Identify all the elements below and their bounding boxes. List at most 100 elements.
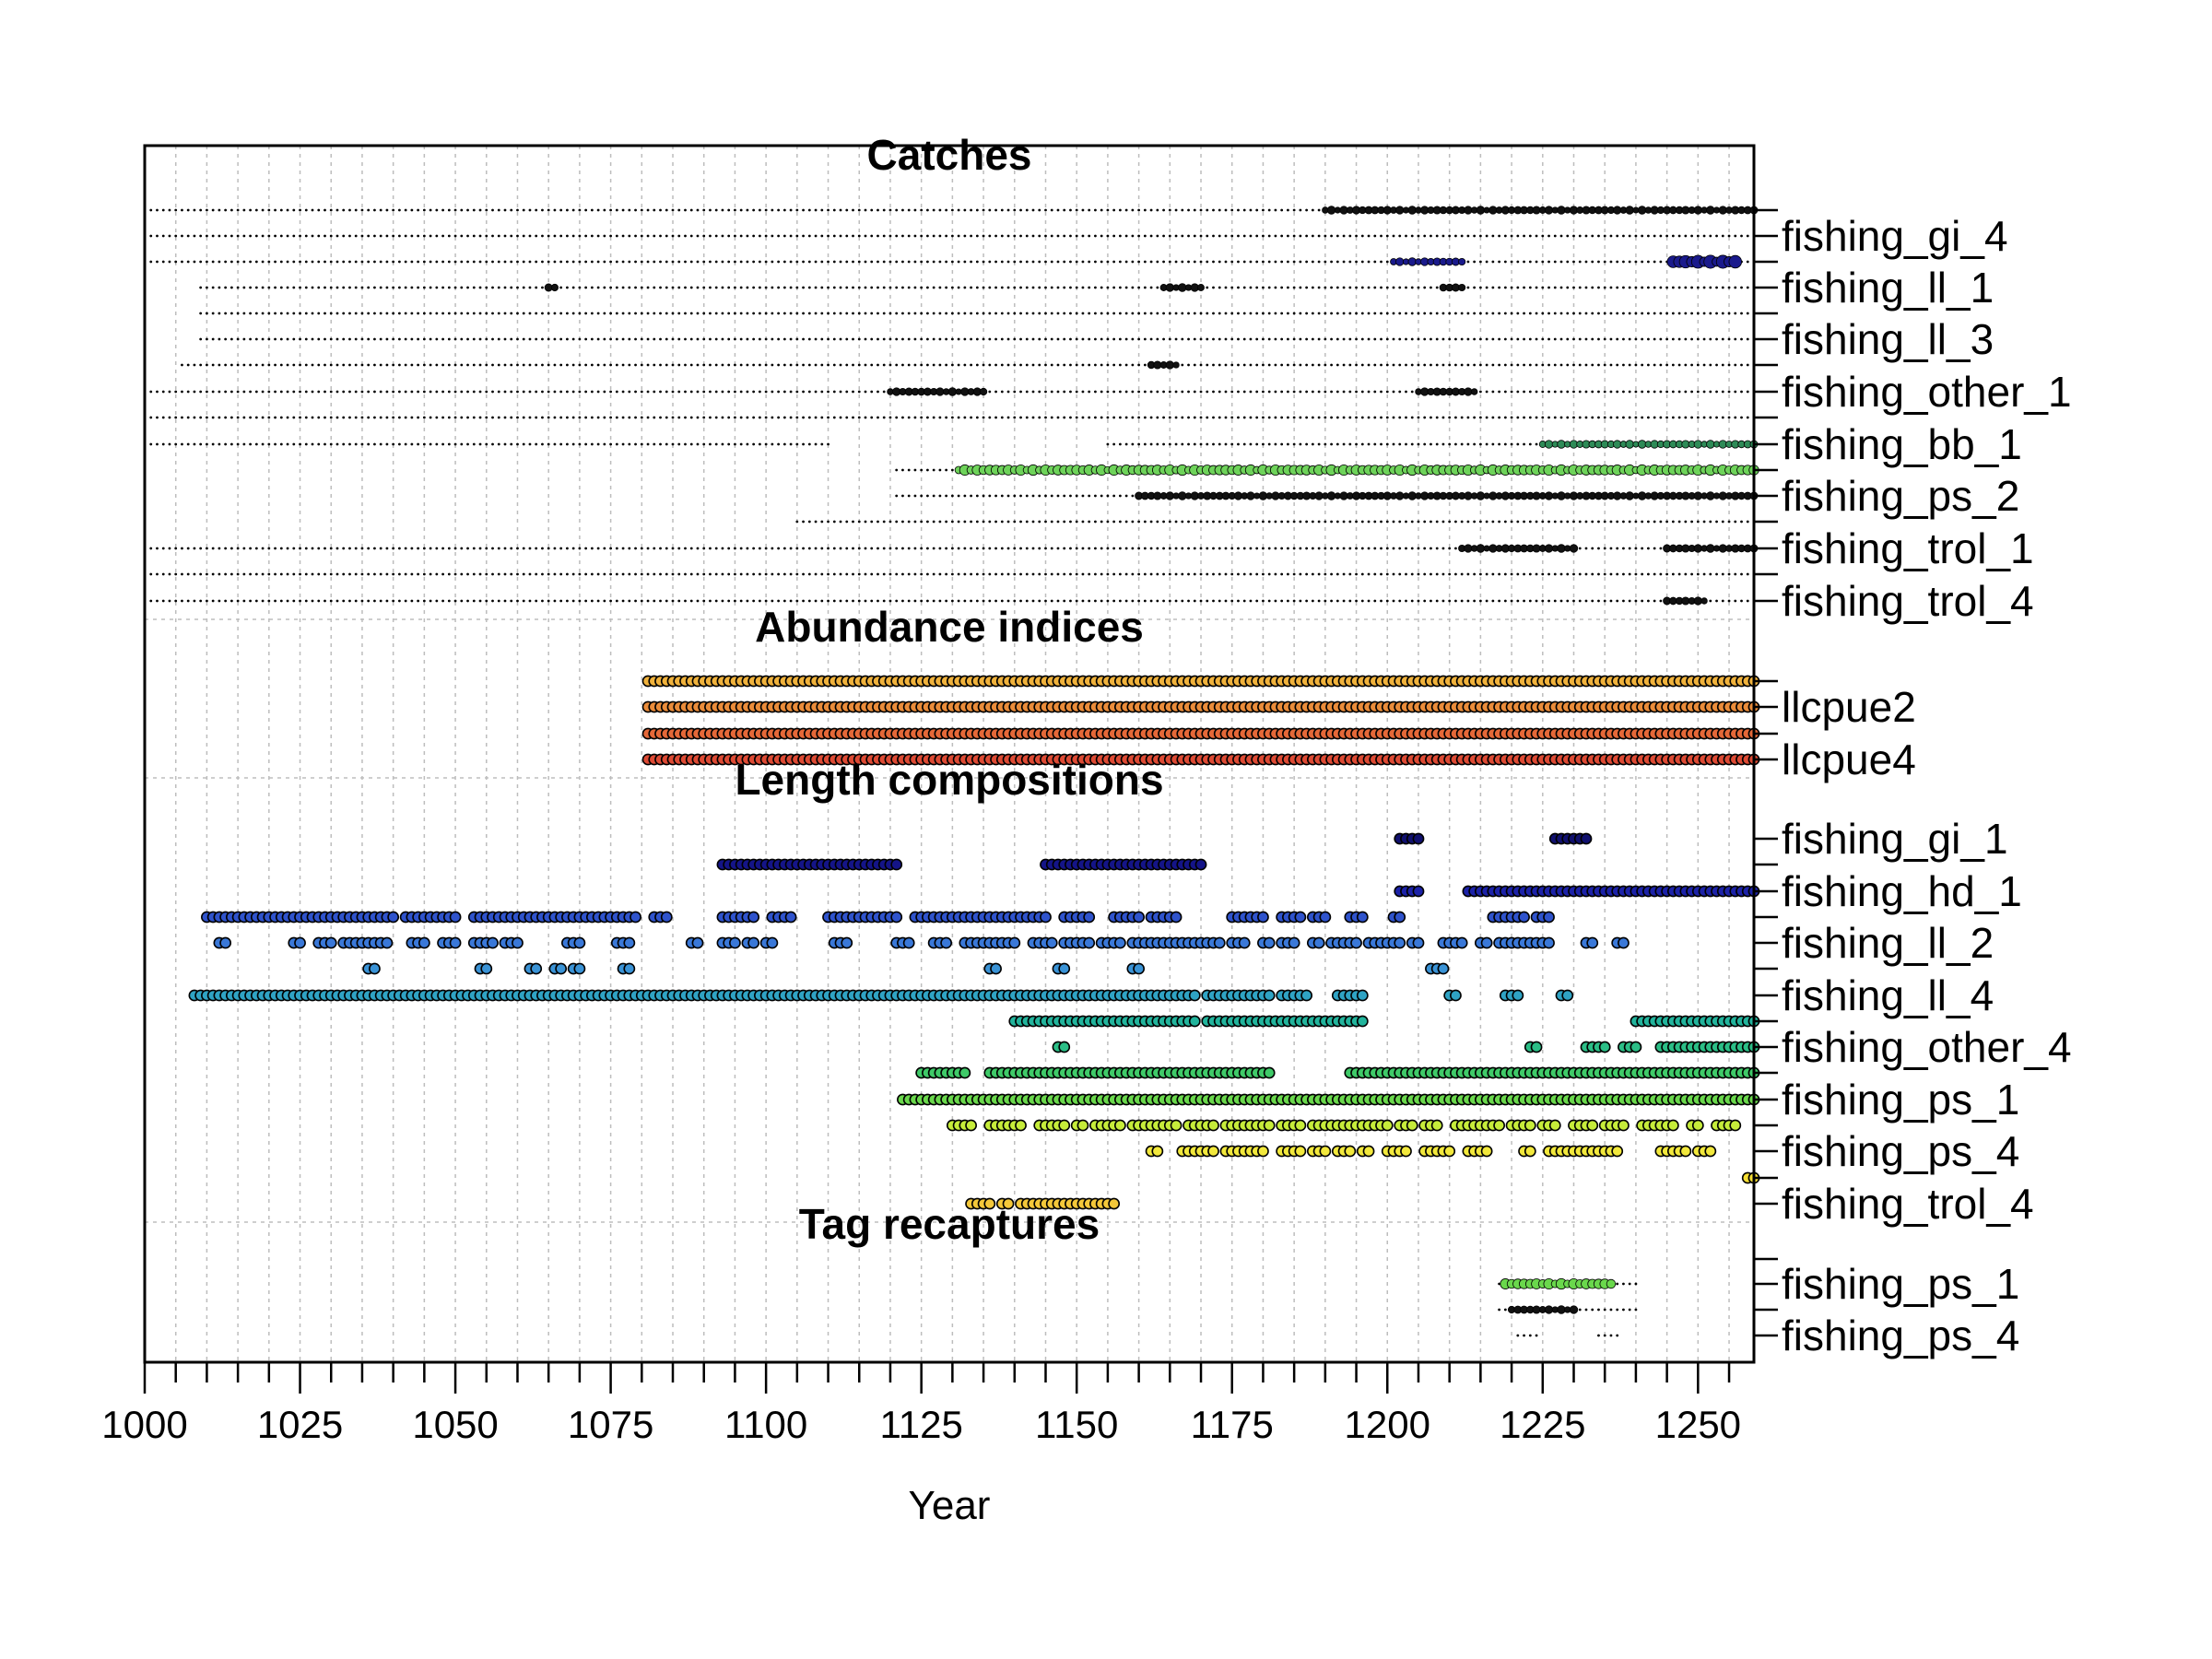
catch-point: [478, 363, 482, 367]
catch-point: [149, 547, 153, 550]
catch-point: [156, 208, 159, 212]
catch-point: [671, 286, 675, 289]
catch-point: [1609, 520, 1613, 524]
catch-point: [677, 234, 681, 238]
catch-point: [1473, 416, 1477, 419]
catch-point: [429, 390, 432, 394]
catch-point: [795, 520, 799, 524]
catch-point: [342, 390, 346, 394]
catch-point: [1572, 572, 1575, 576]
catch-point: [1498, 337, 1501, 341]
catch-point: [1503, 520, 1507, 524]
catch-point: [410, 416, 414, 419]
catch-point: [1597, 390, 1600, 394]
catch-point: [1124, 494, 1128, 498]
catch-point: [324, 442, 326, 446]
catch-point: [1149, 260, 1153, 264]
catch-point: [547, 312, 550, 315]
catch-point: [1709, 363, 1712, 367]
catch-point: [206, 234, 208, 238]
catch-point: [1324, 416, 1327, 419]
catch-point: [535, 572, 538, 576]
catch-point: [510, 337, 513, 341]
catch-point: [1031, 494, 1035, 498]
catch-point: [1094, 520, 1097, 524]
catch-point: [1230, 234, 1234, 238]
catch-point: [1255, 363, 1259, 367]
catch-point: [360, 390, 364, 394]
catch-point: [1398, 572, 1402, 576]
catch-point: [566, 390, 569, 394]
catch-point: [553, 390, 557, 394]
catch-point: [758, 363, 761, 367]
catch-point: [684, 312, 687, 315]
catch-point: [1622, 312, 1625, 315]
catch-point: [1106, 286, 1110, 289]
catch-point: [274, 208, 276, 212]
catch-point: [988, 599, 992, 603]
catch-point: [603, 234, 606, 238]
catch-point: [547, 442, 550, 446]
catch-point: [1137, 442, 1141, 446]
catch-point: [491, 260, 494, 264]
catch-point: [1124, 363, 1128, 367]
catch-point: [1025, 363, 1029, 367]
catch-point: [348, 260, 351, 264]
catch-point: [229, 363, 233, 367]
catch-point: [1143, 337, 1147, 341]
catch-point: [1317, 390, 1321, 394]
catch-point: [1305, 520, 1309, 524]
catch-point: [975, 208, 979, 212]
catch-point: [1466, 572, 1470, 576]
catch-point: [1050, 312, 1053, 315]
catch-point: [1485, 599, 1488, 603]
catch-point: [1069, 547, 1072, 550]
catch-point: [1367, 390, 1371, 394]
catch-point: [839, 547, 842, 550]
catch-point: [261, 337, 265, 341]
catch-point: [453, 286, 457, 289]
row-marks: [716, 858, 1207, 871]
catch-point: [1317, 312, 1321, 315]
catch-point: [491, 337, 494, 341]
catch-point: [584, 442, 588, 446]
catch-point: [1206, 208, 1209, 212]
catch-point: [1156, 208, 1159, 212]
catch-point: [342, 572, 346, 576]
catch-point: [877, 599, 879, 603]
catch-point: [1597, 363, 1600, 367]
catch-point: [888, 363, 892, 367]
catch-point: [466, 572, 469, 576]
catch-point: [392, 547, 395, 550]
catch-point: [802, 390, 805, 394]
catch-point: [963, 260, 967, 264]
catch-point: [739, 547, 743, 550]
catch-point: [888, 416, 892, 419]
catch-point: [485, 416, 488, 419]
catch-point: [1572, 286, 1575, 289]
catch-point: [1131, 390, 1135, 394]
catch-point: [1262, 312, 1265, 315]
catch-point: [1056, 208, 1060, 212]
catch-point: [1541, 337, 1545, 341]
catch-point: [181, 599, 183, 603]
catch-point: [689, 390, 693, 394]
catch-point: [566, 234, 569, 238]
catch-point: [1181, 208, 1184, 212]
catch-point: [926, 234, 929, 238]
catch-point: [311, 260, 314, 264]
catch-point: [1628, 312, 1631, 315]
catch-point: [659, 363, 662, 367]
catch-point: [1454, 363, 1457, 367]
catch-point: [168, 572, 171, 576]
catch-point: [1224, 599, 1228, 603]
catch-point: [764, 416, 768, 419]
catch-point: [186, 390, 190, 394]
catch-point: [950, 547, 954, 550]
catch-point: [709, 312, 712, 315]
data-marks: [143, 206, 1760, 1337]
catch-point: [994, 547, 997, 550]
catch-point: [392, 416, 395, 419]
catch-point: [1622, 599, 1625, 603]
catch-point: [1019, 312, 1022, 315]
